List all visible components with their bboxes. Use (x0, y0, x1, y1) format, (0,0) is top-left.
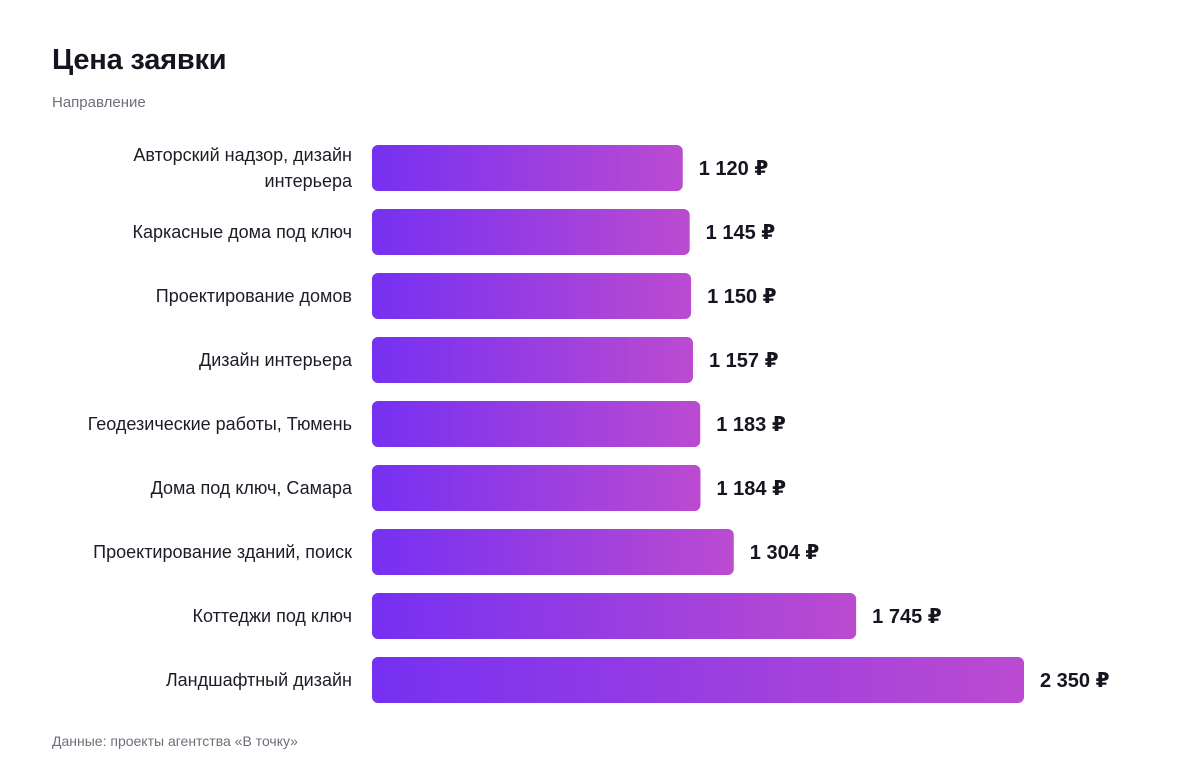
value-label: 1 183 ₽ (716, 414, 786, 436)
value-label: 1 304 ₽ (750, 542, 820, 564)
category-label: Авторский надзор, дизайн интерьера (133, 145, 353, 191)
source-note: Данные: проекты агентства «В точку» (52, 733, 298, 749)
category-label: Проектирование домов (156, 286, 352, 306)
bars-group: Авторский надзор, дизайн интерьера 1 120 ₽… (88, 145, 1110, 703)
value-label: 2 350 ₽ (1040, 670, 1110, 692)
bar (372, 529, 734, 575)
bar (372, 273, 692, 319)
value-label: 1 745 ₽ (872, 606, 942, 628)
value-label: 1 150 ₽ (707, 286, 777, 308)
value-label: 1 157 ₽ (709, 350, 779, 372)
bar (372, 593, 857, 639)
chart-title: Цена заявки (52, 44, 227, 76)
value-label: 1 145 ₽ (706, 222, 776, 244)
bar (372, 145, 683, 191)
category-label: Дома под ключ, Самара (151, 478, 353, 498)
bar (372, 657, 1024, 703)
bar (372, 337, 694, 383)
category-label: Геодезические работы, Тюмень (88, 414, 352, 434)
bar (372, 401, 701, 447)
value-label: 1 120 ₽ (699, 158, 769, 180)
category-label: Коттеджи под ключ (192, 606, 352, 626)
category-label: Ландшафтный дизайн (166, 670, 352, 690)
category-label: Дизайн интерьера (199, 350, 353, 370)
bar (372, 465, 701, 511)
category-label: Проектирование зданий, поиск (93, 542, 352, 562)
value-label: 1 184 ₽ (716, 478, 786, 500)
chart-subtitle: Направление (52, 94, 146, 111)
bar (372, 209, 690, 255)
category-label: Каркасные дома под ключ (132, 222, 352, 242)
